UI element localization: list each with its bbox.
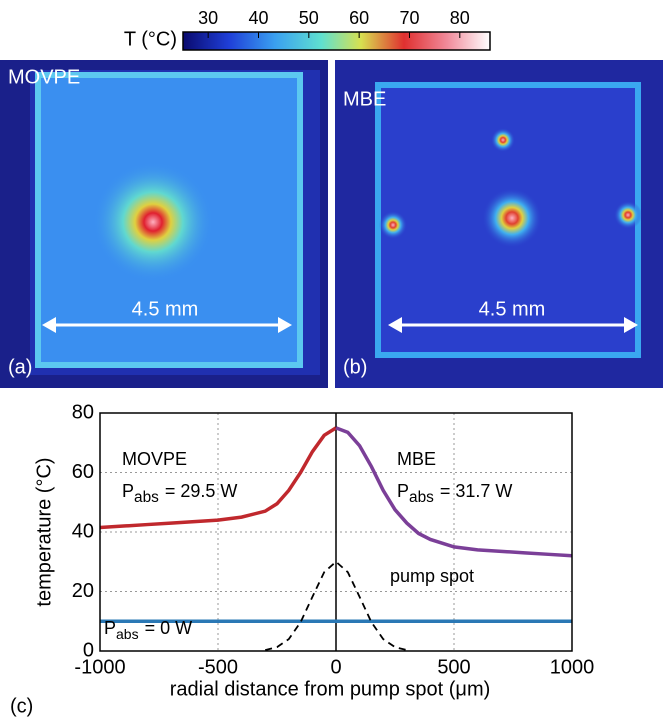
panel-label: (b)	[343, 356, 367, 378]
series-label: MBE	[397, 449, 436, 469]
power-value: = 31.7 W	[440, 481, 513, 501]
colorbar-label: T (°C)	[124, 28, 177, 50]
colorbar-tick-label: 40	[248, 8, 268, 28]
figure: T (°C) MOVPE 4.5 mm (a) MBE 4.5 mm (b) r…	[0, 0, 663, 720]
power-symbol: P	[122, 481, 134, 501]
colorbar-tick-label: 60	[349, 8, 369, 28]
colorbar	[183, 32, 490, 50]
panel-label: (c)	[10, 695, 33, 717]
x-axis-label: radial distance from pump spot (μm)	[170, 678, 491, 700]
power-label: Pabs = 29.5 W	[122, 481, 237, 506]
power-symbol: P	[104, 618, 116, 638]
scale-label: 4.5 mm	[479, 298, 546, 320]
x-tick-label: 500	[437, 656, 470, 678]
power-subscript: abs	[134, 489, 159, 506]
colorbar-tick-label: 70	[399, 8, 419, 28]
image-label: MBE	[343, 88, 386, 110]
image-label: MOVPE	[8, 66, 80, 88]
colorbar-tick-label: 50	[299, 8, 319, 28]
power-symbol: P	[397, 481, 409, 501]
y-axis-label: temperature (°C)	[33, 457, 55, 606]
x-tick-label: 0	[330, 656, 341, 678]
y-tick-label: 20	[72, 580, 94, 602]
panel-label: (a)	[8, 356, 32, 378]
image-a	[0, 60, 328, 388]
power-label: Pabs = 31.7 W	[397, 481, 512, 506]
y-tick-label: 40	[72, 520, 94, 542]
x-tick-label: -500	[198, 656, 238, 678]
colorbar-tick-label: 30	[198, 8, 218, 28]
power-subscript: abs	[116, 626, 139, 642]
x-tick-label: -1000	[74, 656, 125, 678]
series-line	[100, 428, 336, 528]
power-value: = 29.5 W	[165, 481, 238, 501]
scale-label: 4.5 mm	[132, 298, 199, 320]
colorbar-tick-label: 80	[450, 8, 470, 28]
y-tick-label: 80	[72, 401, 94, 423]
series-label: MOVPE	[122, 449, 187, 469]
x-tick-label: 1000	[550, 656, 595, 678]
power-subscript: abs	[409, 489, 434, 506]
y-tick-label: 60	[72, 461, 94, 483]
power-value: = 0 W	[145, 618, 193, 638]
series-label: pump spot	[390, 566, 474, 586]
